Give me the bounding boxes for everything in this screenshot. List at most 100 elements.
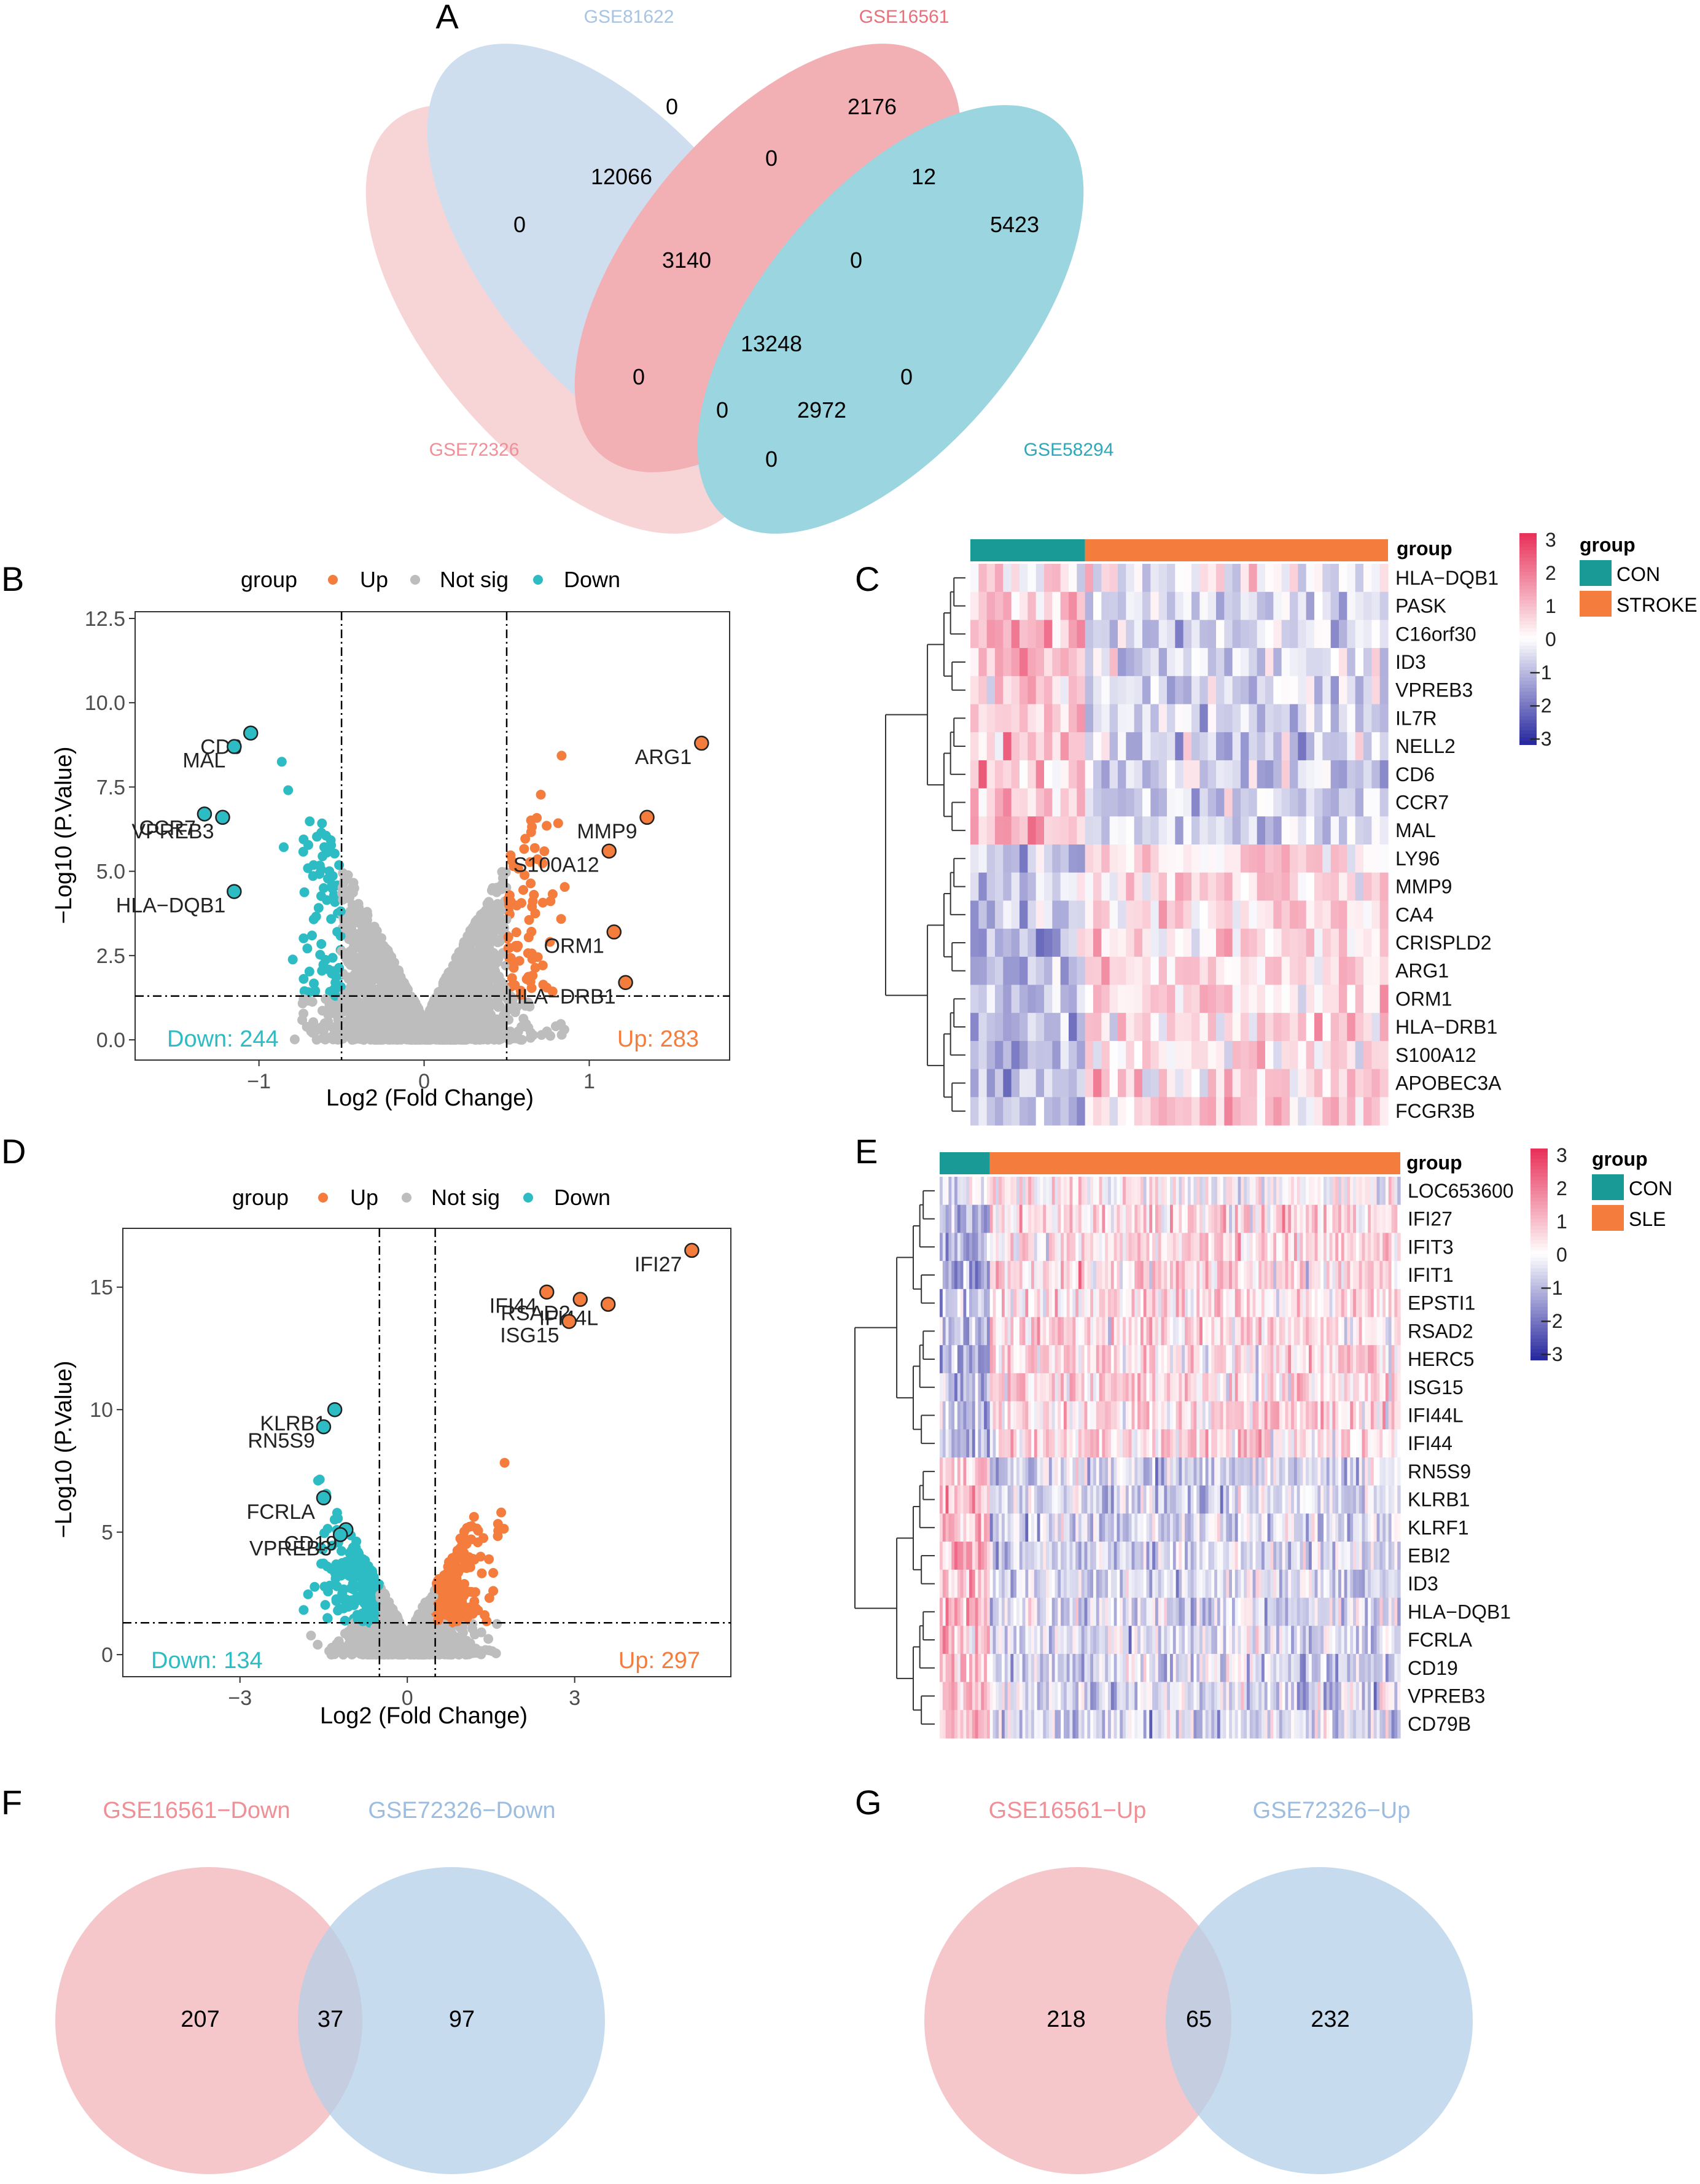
heatmap-cell bbox=[1241, 591, 1249, 620]
volcano-d-legend-key-up bbox=[318, 1193, 328, 1203]
heatmap-cell bbox=[1134, 1013, 1143, 1042]
heatmap-cell bbox=[1060, 620, 1069, 649]
heatmap-cell bbox=[1355, 1097, 1364, 1126]
heatmap-cell bbox=[1290, 564, 1298, 593]
heatmap-cell bbox=[1077, 676, 1086, 705]
volcano-point-notsig bbox=[359, 951, 370, 961]
volcano-b-legend-title: group bbox=[241, 567, 297, 592]
heatmap-cell bbox=[1339, 1040, 1347, 1070]
heatmap-cell bbox=[970, 788, 979, 817]
heatmap-cell bbox=[1199, 620, 1209, 649]
heatmap-cell bbox=[1339, 872, 1347, 901]
heatmap-cell bbox=[1241, 1040, 1249, 1070]
heatmap-cell bbox=[1339, 956, 1347, 986]
heatmap-cell bbox=[1339, 1069, 1347, 1098]
volcano-point-notsig bbox=[352, 1000, 362, 1011]
heatmap-cell bbox=[1249, 591, 1258, 620]
heatmap-cell bbox=[1363, 1097, 1372, 1126]
heatmap-cell bbox=[1257, 676, 1266, 705]
heatmap-cell bbox=[1101, 648, 1110, 677]
heatmap-cell bbox=[1011, 1013, 1020, 1042]
heatmap-cell bbox=[1355, 704, 1364, 733]
heatmap-cell bbox=[978, 732, 988, 761]
heatmap-cell bbox=[1322, 760, 1332, 789]
heatmap-cell bbox=[1199, 704, 1209, 733]
volcano-point-notsig bbox=[479, 995, 489, 1005]
heatmap-cell bbox=[1281, 704, 1290, 733]
heatmap-cell bbox=[1020, 620, 1028, 649]
heatmap-cell bbox=[1298, 929, 1307, 957]
heatmap-cell bbox=[1199, 591, 1209, 620]
heatmap-cell bbox=[1322, 676, 1332, 705]
heatmap-cell bbox=[995, 591, 1004, 620]
heatmap-cell bbox=[1027, 900, 1037, 929]
heatmap-cell bbox=[1101, 816, 1110, 845]
heatmap-cell bbox=[1265, 564, 1274, 593]
volcano-point-down bbox=[305, 816, 315, 827]
volcano-point-down bbox=[315, 950, 326, 960]
heatmap-cell bbox=[1134, 564, 1143, 593]
heatmap-cell bbox=[1306, 929, 1315, 957]
color-scale-step bbox=[1519, 666, 1537, 671]
volcano-point-up bbox=[514, 956, 524, 966]
heatmap-cell bbox=[1306, 1097, 1315, 1126]
heatmap-cell bbox=[1306, 620, 1315, 649]
heatmap-cell bbox=[1241, 648, 1249, 677]
heatmap-cell bbox=[1060, 648, 1069, 677]
heatmap-cell bbox=[995, 704, 1004, 733]
heatmap-cell bbox=[1077, 956, 1086, 986]
color-scale-step bbox=[1519, 603, 1537, 608]
heatmap-cell bbox=[1241, 985, 1249, 1013]
heatmap-cell bbox=[1306, 788, 1315, 817]
heatmap-cell bbox=[1371, 816, 1381, 845]
volcano-point-notsig bbox=[347, 900, 357, 910]
heatmap-cell bbox=[1355, 760, 1364, 789]
heatmap-cell bbox=[1273, 591, 1282, 620]
heatmap-cell bbox=[1134, 956, 1143, 986]
heatmap-cell bbox=[1207, 956, 1217, 986]
y-tick-label: 0 bbox=[101, 1644, 113, 1667]
heatmap-cell bbox=[1379, 732, 1389, 761]
heatmap-cell bbox=[1281, 985, 1290, 1013]
heatmap-cell bbox=[1027, 816, 1037, 845]
heatmap-cell bbox=[1003, 564, 1012, 593]
heatmap-cell bbox=[1363, 788, 1372, 817]
heatmap-cell bbox=[1249, 732, 1258, 761]
heatmap-cell bbox=[1011, 732, 1020, 761]
heatmap-cell bbox=[1314, 564, 1323, 593]
heatmap-cell bbox=[1011, 676, 1020, 705]
heatmap-cell bbox=[1142, 816, 1151, 845]
heatmap-cell bbox=[1355, 985, 1364, 1013]
heatmap-cell bbox=[1003, 591, 1012, 620]
volcano-point-up bbox=[527, 822, 537, 832]
heatmap-cell bbox=[1257, 760, 1266, 789]
heatmap-cell bbox=[1249, 900, 1258, 929]
volcano-point-notsig bbox=[512, 1033, 521, 1043]
heatmap-cell bbox=[1109, 591, 1118, 620]
heatmap-cell bbox=[1011, 1097, 1020, 1126]
heatmap-cell bbox=[1216, 788, 1225, 817]
volcano-b-legend-key-notsig bbox=[410, 575, 420, 585]
volcano-point-notsig bbox=[308, 1017, 319, 1028]
heatmap-cell bbox=[1011, 760, 1020, 789]
heatmap-cell bbox=[1183, 564, 1192, 593]
heatmap-cell bbox=[1330, 1069, 1339, 1098]
heatmap-cell bbox=[1069, 591, 1077, 620]
heatmap-cell bbox=[1306, 816, 1315, 845]
venn-a-region: 0 bbox=[513, 212, 526, 237]
volcano-d-legend-key-notsig bbox=[402, 1193, 411, 1203]
heatmap-cell bbox=[1158, 676, 1168, 705]
color-scale-step bbox=[1519, 639, 1537, 643]
heatmap-cell bbox=[1027, 704, 1037, 733]
heatmap-cell bbox=[1314, 591, 1323, 620]
heatmap-cell bbox=[1232, 648, 1241, 677]
venn-a-region: 12 bbox=[911, 164, 936, 189]
heatmap-cell bbox=[1257, 564, 1266, 593]
heatmap-cell bbox=[1118, 788, 1126, 817]
heatmap-cell bbox=[1167, 1013, 1176, 1042]
heatmap-cell bbox=[1224, 732, 1233, 761]
volcano-point-notsig bbox=[475, 1020, 485, 1031]
heatmap-cell bbox=[1027, 872, 1037, 901]
heatmap-cell bbox=[1027, 760, 1037, 789]
heatmap-cell bbox=[1020, 1069, 1028, 1098]
